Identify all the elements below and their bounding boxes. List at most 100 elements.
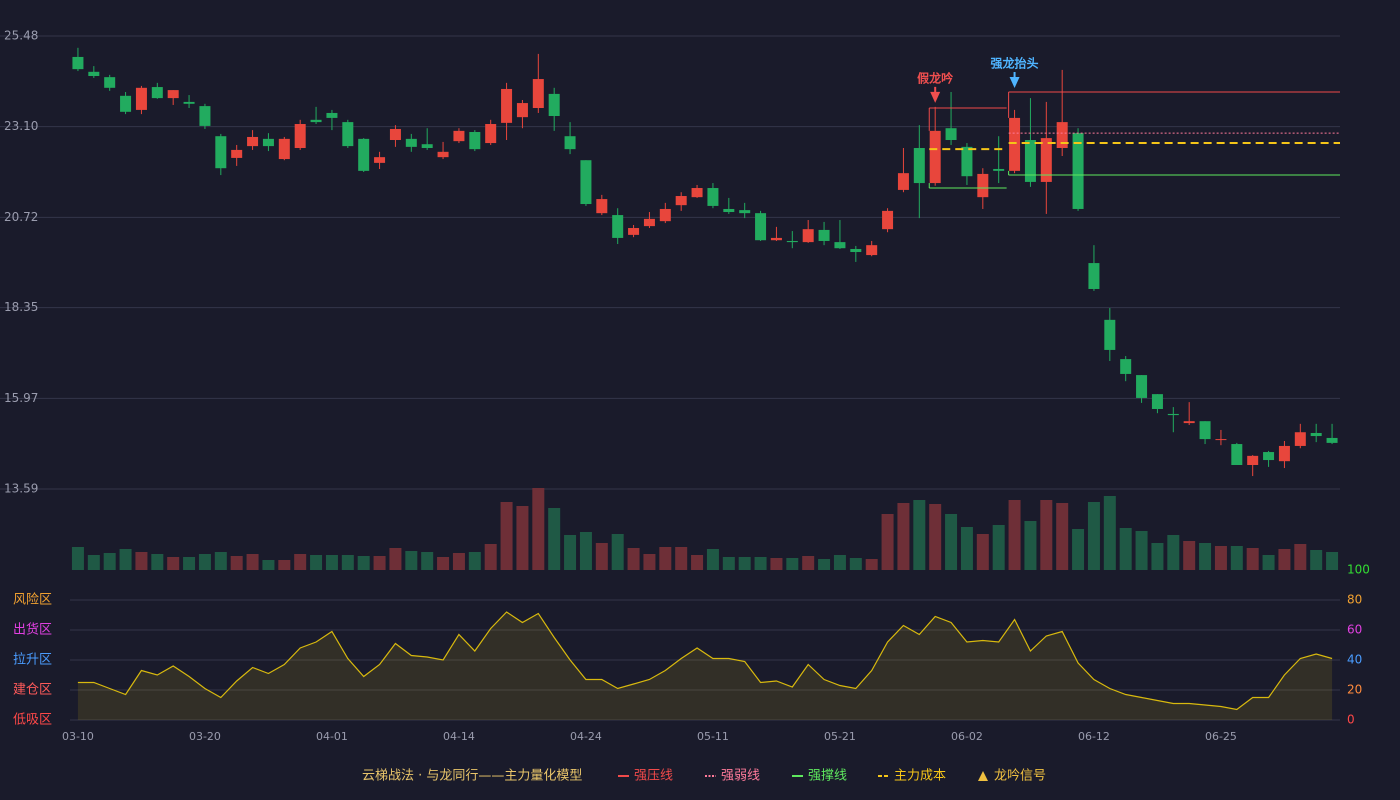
volume-bar <box>564 535 577 570</box>
volume-bar <box>325 555 338 570</box>
indicator-tick-label: 80 <box>1347 593 1362 607</box>
candle-body <box>850 248 862 253</box>
zone-label: 拉升区 <box>13 653 52 668</box>
volume-bar <box>1246 548 1259 570</box>
candle-body <box>1040 138 1052 182</box>
volume-bar <box>865 559 878 570</box>
candle-body <box>739 210 751 214</box>
indicator-tick-label: 40 <box>1347 653 1362 667</box>
y-tick-label: 23.10 <box>4 119 38 133</box>
volume-bar <box>579 532 592 570</box>
candle-body <box>659 208 671 222</box>
candle-body <box>1326 437 1338 443</box>
candle-body <box>1278 445 1290 462</box>
candle-body <box>437 151 449 158</box>
candle-body <box>643 218 655 227</box>
candle-body <box>882 210 894 230</box>
volume-bar <box>960 527 973 570</box>
volume-bar <box>548 508 561 570</box>
candle-body <box>151 87 163 99</box>
legend-label: 龙吟信号 <box>994 768 1046 784</box>
candle-body <box>834 242 846 249</box>
candle-body <box>755 213 767 241</box>
x-tick-label: 03-20 <box>189 730 221 743</box>
candle-body <box>453 130 465 142</box>
volume-bar <box>1087 502 1100 570</box>
candle-body <box>231 149 243 158</box>
candle-body <box>913 148 925 184</box>
volume-bar <box>881 514 894 570</box>
volume-bar <box>373 556 386 570</box>
candle-body <box>1310 432 1322 437</box>
volume-bar <box>278 560 291 570</box>
volume-bar <box>754 557 767 570</box>
candle-body <box>1088 263 1100 289</box>
volume-bar <box>627 548 640 570</box>
candle-body <box>596 199 608 214</box>
candle-body <box>389 128 401 141</box>
volume-bar <box>294 554 307 570</box>
volume-bar <box>1056 503 1069 570</box>
candle-body <box>1104 319 1116 350</box>
candle-body <box>1247 455 1259 465</box>
legend-label: 主力成本 <box>894 769 946 784</box>
zone-label: 建仓区 <box>13 683 52 698</box>
candle-body <box>469 132 481 150</box>
volume-bar <box>135 552 148 570</box>
x-tick-label: 06-12 <box>1078 730 1110 743</box>
volume-bar <box>500 502 513 570</box>
candle-body <box>723 208 735 213</box>
legend-title: 云梯战法 · 与龙同行——主力量化模型 <box>362 769 582 784</box>
candle-body <box>802 229 814 243</box>
candle-body <box>866 245 878 256</box>
y-tick-label: 20.72 <box>4 210 38 224</box>
candle-body <box>183 101 195 104</box>
volume-bar <box>532 488 545 570</box>
candle-body <box>993 168 1005 171</box>
candle-body <box>374 157 386 163</box>
y-tick-label: 13.59 <box>4 482 38 496</box>
volume-bar <box>1103 496 1116 570</box>
candle-body <box>786 240 798 243</box>
volume-bar <box>1294 544 1307 570</box>
x-tick-label: 05-21 <box>824 730 856 743</box>
volume-bar <box>706 549 719 570</box>
candle-body <box>961 146 973 177</box>
indicator-tick-label: 0 <box>1347 713 1355 727</box>
volume-bar <box>1119 528 1132 570</box>
volume-bar <box>675 547 688 570</box>
volume-bar <box>1151 543 1164 570</box>
candle-body <box>1151 394 1163 409</box>
volume-bar <box>786 558 799 570</box>
volume-bar <box>976 534 989 570</box>
volume-bar <box>992 525 1005 570</box>
candle-body <box>1199 421 1211 440</box>
candle-body <box>548 93 560 117</box>
candle-body <box>929 130 941 184</box>
volume-bar <box>421 552 434 570</box>
volume-bar <box>452 553 465 570</box>
candle-body <box>1120 359 1132 374</box>
zone-label: 低吸区 <box>13 713 52 728</box>
volume-bar <box>849 558 862 570</box>
legend-label: 强撑线 <box>808 769 847 784</box>
volume-bar <box>1310 550 1323 570</box>
candle-body <box>977 173 989 198</box>
candle-body <box>1009 117 1021 171</box>
volume-bar <box>802 556 815 570</box>
volume-bar <box>151 554 164 570</box>
volume-bar <box>722 557 735 570</box>
volume-bar <box>71 547 84 570</box>
candle-body <box>104 77 116 88</box>
volume-bar <box>1135 531 1148 570</box>
volume-bar <box>516 506 529 570</box>
candle-body <box>612 215 624 238</box>
candle-body <box>1215 439 1227 441</box>
volume-bar <box>1183 541 1196 570</box>
candle-body <box>421 144 433 149</box>
candle-body <box>72 56 84 70</box>
volume-bar <box>659 547 672 570</box>
